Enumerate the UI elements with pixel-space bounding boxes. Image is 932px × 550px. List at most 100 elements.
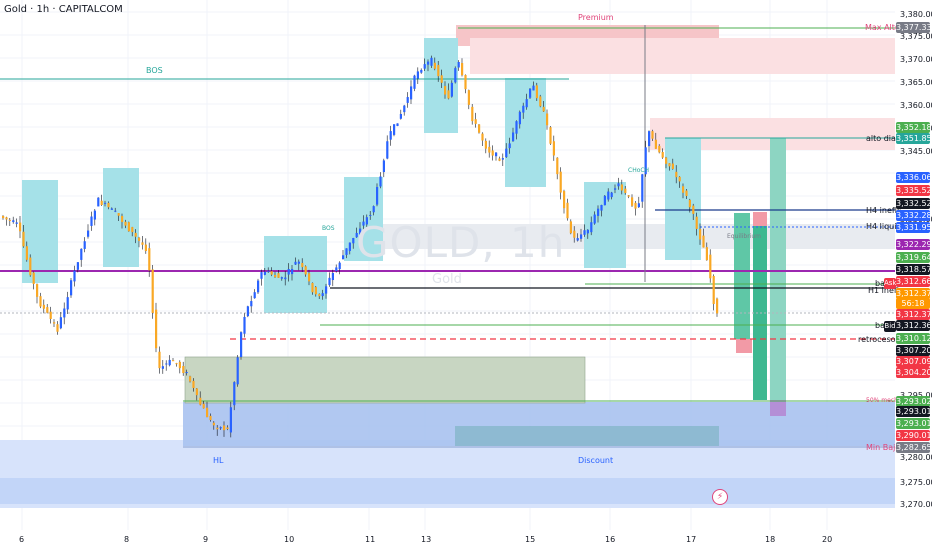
candle-body	[399, 113, 402, 119]
watermark-name: Gold	[432, 272, 462, 287]
candle-body	[345, 248, 348, 255]
candle-body	[148, 248, 151, 271]
candle-body	[342, 255, 345, 260]
candle-body	[627, 195, 630, 197]
candle-body	[641, 174, 644, 202]
level-50-mecha-d: 50% mecha D	[866, 397, 909, 404]
candle-body	[542, 106, 545, 112]
price-tag: 3,307.09	[896, 356, 932, 367]
candle-body	[447, 90, 450, 99]
candle-body	[699, 229, 702, 240]
candle-body	[168, 359, 171, 366]
candle-body	[607, 191, 610, 200]
price-tag: 3,312.66	[896, 276, 932, 287]
candle-body	[488, 146, 491, 153]
candle-body	[481, 133, 484, 141]
candle-body	[165, 363, 168, 365]
candle-body	[131, 227, 134, 233]
candle-body	[532, 85, 535, 91]
candle-body	[127, 222, 130, 232]
price-tag: 3,335.52	[896, 185, 932, 196]
candle-body	[580, 234, 583, 239]
candle-body	[267, 270, 270, 272]
candle-body	[172, 360, 175, 362]
candle-body	[665, 157, 668, 164]
zones	[0, 25, 895, 508]
candle-body	[253, 292, 256, 299]
candle-body	[386, 141, 389, 159]
candle-body	[420, 69, 423, 73]
candle-body	[712, 276, 715, 305]
candle-body	[695, 216, 698, 229]
candle-body	[90, 216, 93, 226]
candle-body	[5, 217, 8, 220]
price-tag: 3,312.36	[896, 320, 932, 331]
candle-body	[250, 301, 253, 307]
candle-body	[583, 230, 586, 235]
candle-body	[359, 228, 362, 235]
candle-body	[104, 202, 107, 204]
price-tick: 3,360.00	[900, 101, 932, 110]
candle-body	[189, 376, 192, 382]
candle-body	[161, 366, 164, 369]
price-tick: 3,380.00	[900, 10, 932, 19]
candle-body	[423, 64, 426, 69]
candle-body	[671, 163, 674, 169]
flash-icon[interactable]: ⚡	[712, 489, 728, 505]
candle-body	[29, 257, 32, 276]
candle-body	[590, 222, 593, 233]
candle-body	[318, 294, 321, 297]
level-bajo-lower: bajo	[875, 321, 892, 330]
candle-body	[410, 86, 413, 100]
candle-body	[46, 307, 49, 313]
candle-body	[525, 99, 528, 108]
date-tick: 13	[421, 535, 432, 544]
candle-body	[83, 241, 86, 249]
candle-body	[335, 267, 338, 272]
candle-body	[372, 206, 375, 213]
price-tag: 3,377.33	[896, 22, 932, 33]
candle-body	[328, 277, 331, 286]
candle-body	[155, 309, 158, 349]
candle-body	[512, 132, 515, 142]
price-tag: 3,319.64	[896, 252, 932, 263]
zone-label-discount: Discount	[578, 456, 614, 465]
symbol-title: Gold · 1h · CAPITALCOM	[4, 4, 123, 15]
price-tag: 3,322.29	[896, 239, 932, 250]
ask-label: Ask	[884, 278, 897, 289]
candle-body	[325, 286, 328, 294]
candle-body	[270, 271, 273, 275]
candle-body	[53, 322, 56, 324]
date-tick: 9	[203, 535, 209, 544]
price-tag: 3,351.85	[896, 133, 932, 144]
level-retroceso-h1: retroceso h1	[858, 335, 909, 344]
candle-body	[121, 215, 124, 222]
date-tick: 10	[284, 535, 295, 544]
candle-body	[651, 131, 654, 139]
candle-body	[304, 266, 307, 275]
date-tick: 8	[124, 535, 130, 544]
candle-body	[80, 248, 83, 260]
candle-body	[685, 190, 688, 196]
candle-body	[403, 105, 406, 113]
candle-body	[413, 75, 416, 89]
candle-body	[36, 284, 39, 297]
candle-body	[586, 229, 589, 234]
candle-body	[535, 85, 538, 99]
price-tick: 3,375.00	[900, 32, 932, 41]
candle-body	[287, 269, 290, 275]
candle-body	[93, 210, 96, 220]
date-tick: 11	[365, 535, 376, 544]
candle-body	[362, 221, 365, 226]
candle-body	[654, 139, 657, 149]
candle-body	[8, 219, 11, 221]
candle-body	[658, 145, 661, 153]
candle-body	[396, 123, 399, 126]
candle-body	[233, 382, 236, 406]
candle-body	[620, 184, 623, 191]
candle-body	[124, 221, 127, 226]
candle-body	[471, 106, 474, 122]
candle-body	[209, 415, 212, 421]
zone-label-equilibrium: Equilibrium	[727, 233, 761, 240]
